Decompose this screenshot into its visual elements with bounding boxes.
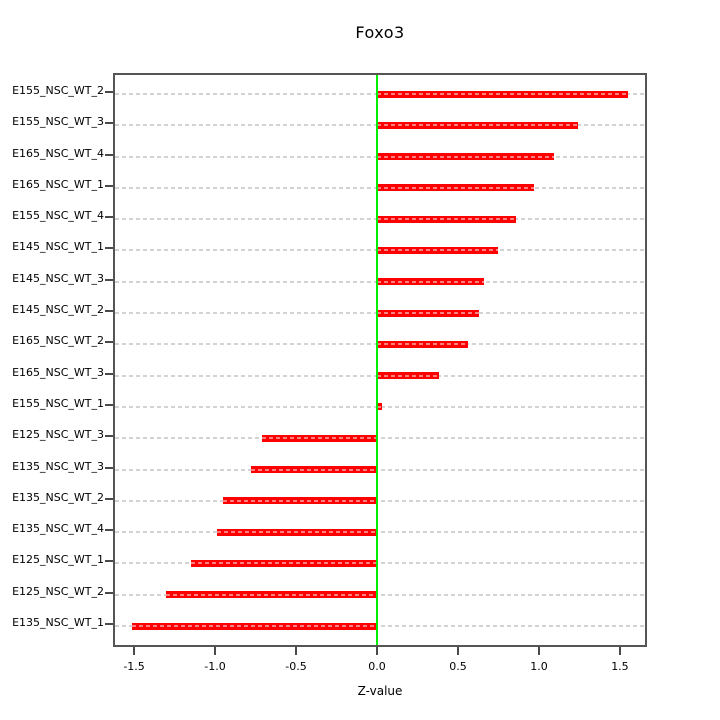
bar	[377, 403, 382, 411]
y-axis-label: E165_NSC_WT_3	[12, 365, 104, 379]
y-axis-label: E165_NSC_WT_4	[12, 146, 104, 160]
bar	[377, 309, 480, 317]
bar	[377, 121, 578, 129]
bar-inner-dash	[377, 155, 554, 158]
x-axis-tick	[214, 647, 217, 655]
x-axis-tick-label: 1.5	[611, 660, 629, 673]
bar	[190, 559, 377, 567]
y-axis-label: E155_NSC_WT_2	[12, 84, 104, 97]
x-axis-tick-label: 0.0	[368, 660, 386, 673]
y-axis-tick	[105, 560, 113, 563]
bar-inner-dash	[377, 93, 629, 95]
bar	[377, 184, 535, 192]
y-axis-tick	[105, 247, 113, 250]
bar-inner-dash	[377, 249, 499, 252]
y-axis-tick	[105, 278, 113, 281]
y-axis-tick	[105, 153, 113, 156]
bar	[377, 372, 439, 380]
row-gridline	[115, 437, 645, 440]
y-axis-tick	[105, 529, 113, 532]
x-axis-tick	[456, 647, 459, 655]
chart-title: Foxo3	[355, 23, 405, 42]
bar-inner-dash	[250, 468, 377, 471]
bar	[377, 340, 468, 348]
bar-inner-dash	[377, 124, 578, 127]
y-axis-tick	[105, 466, 113, 469]
x-axis-tick	[376, 647, 378, 655]
row-gridline	[115, 468, 645, 471]
bar-inner-dash	[216, 531, 377, 534]
x-axis-tick	[537, 647, 540, 655]
bar	[223, 497, 377, 505]
y-axis-label: E125_NSC_WT_1	[12, 553, 104, 567]
y-axis-tick	[105, 216, 113, 219]
y-axis-label: E155_NSC_WT_3	[12, 115, 104, 129]
x-axis-tick-label: -0.5	[285, 660, 307, 673]
x-axis-tick-label: 1.0	[530, 660, 548, 673]
bar-inner-dash	[223, 499, 377, 502]
bar	[377, 153, 554, 161]
bar	[166, 591, 377, 599]
plot-area	[113, 73, 647, 647]
x-axis-tick	[295, 647, 298, 655]
row-gridline	[115, 562, 645, 565]
bar	[250, 466, 377, 474]
y-axis-tick	[105, 310, 113, 313]
y-axis-label: E135_NSC_WT_3	[12, 459, 104, 473]
bar-inner-dash	[377, 186, 535, 189]
y-axis-label: E125_NSC_WT_3	[12, 428, 104, 442]
bar-inner-dash	[377, 218, 517, 221]
bar-inner-dash	[377, 312, 480, 315]
y-axis-label: E165_NSC_WT_1	[12, 177, 104, 191]
bar	[262, 434, 377, 442]
bar	[377, 246, 499, 254]
y-axis-tick	[105, 403, 113, 406]
y-axis-tick	[105, 341, 113, 344]
row-gridline	[115, 499, 645, 502]
bar-inner-dash	[190, 562, 377, 565]
y-axis-tick	[105, 497, 113, 500]
x-axis-tick-label: -1.5	[123, 660, 145, 673]
y-axis-label: E135_NSC_WT_2	[12, 490, 104, 504]
y-axis-label: E145_NSC_WT_2	[12, 303, 104, 317]
bar-inner-dash	[377, 280, 484, 283]
y-axis-label: E135_NSC_WT_4	[12, 522, 104, 536]
x-axis-tick-label: -1.0	[204, 660, 226, 673]
zero-line	[376, 75, 378, 645]
bar-inner-dash	[166, 593, 377, 596]
row-gridline	[115, 531, 645, 534]
y-axis-label: E125_NSC_WT_2	[12, 584, 104, 598]
y-axis-label: E135_NSC_WT_1	[12, 616, 104, 629]
bar-inner-dash	[262, 437, 377, 440]
bar	[377, 215, 517, 223]
y-axis-tick	[105, 623, 113, 625]
bar	[377, 90, 629, 98]
x-axis-tick	[133, 647, 136, 655]
y-axis-tick	[105, 184, 113, 187]
y-axis-tick	[105, 435, 113, 438]
x-axis-tick	[618, 647, 621, 655]
y-axis-label: E145_NSC_WT_3	[12, 271, 104, 285]
y-axis-label: E155_NSC_WT_1	[12, 396, 104, 410]
y-axis-label: E145_NSC_WT_1	[12, 240, 104, 254]
bar-inner-dash	[377, 374, 439, 377]
y-axis-tick	[105, 91, 113, 93]
y-axis-tick	[105, 591, 113, 594]
x-axis-title: Z-value	[357, 684, 403, 698]
bar	[377, 278, 484, 286]
row-gridline	[115, 625, 645, 627]
y-axis-label: E165_NSC_WT_2	[12, 334, 104, 348]
y-axis-tick	[105, 122, 113, 125]
row-gridline	[115, 593, 645, 596]
bar	[132, 622, 377, 630]
bar-inner-dash	[377, 343, 468, 346]
bar	[216, 528, 377, 536]
y-axis-label: E155_NSC_WT_4	[12, 209, 104, 223]
bar-inner-dash	[377, 405, 382, 408]
bar-inner-dash	[132, 625, 377, 627]
y-axis-tick	[105, 372, 113, 375]
x-axis-tick-label: 0.5	[449, 660, 467, 673]
